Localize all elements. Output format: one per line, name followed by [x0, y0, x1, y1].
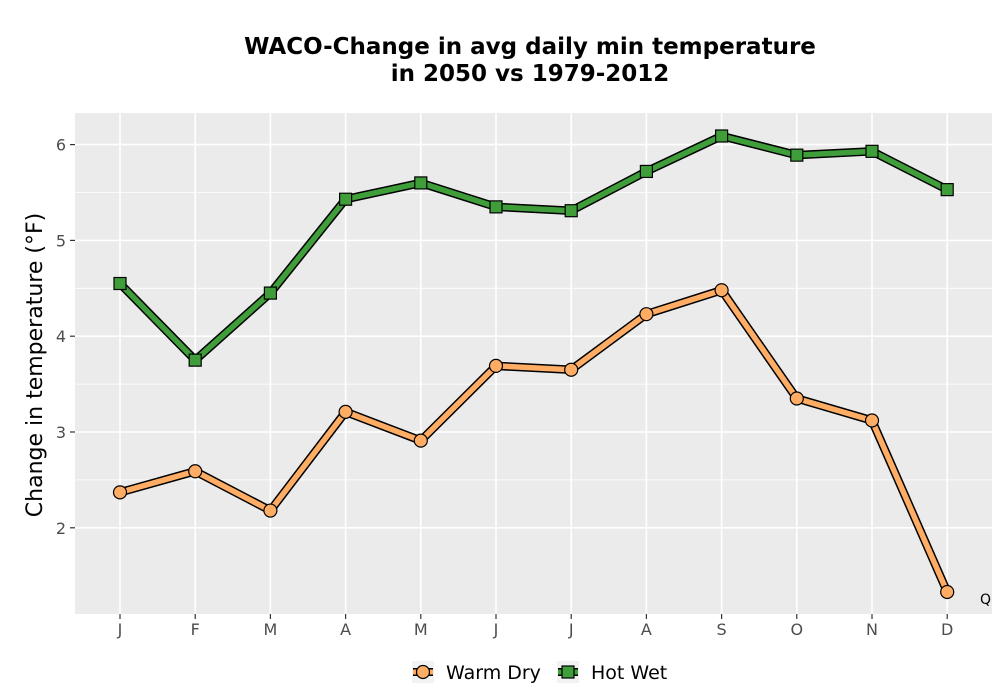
corner-annotation: Q — [980, 592, 991, 608]
x-tick-label: F — [191, 620, 200, 639]
data-point[interactable] — [940, 183, 954, 197]
x-tick-label: M — [263, 620, 277, 639]
legend-key-marker — [561, 665, 575, 679]
y-axis: 2 3 4 5 6 — [56, 136, 75, 538]
x-tick-label: M — [414, 620, 428, 639]
x-tick-label: A — [340, 620, 351, 639]
series-warm-dry — [112, 283, 955, 600]
data-point[interactable] — [865, 144, 879, 158]
x-tick-label: S — [717, 620, 727, 639]
legend-label: Warm Dry — [446, 662, 541, 684]
data-point[interactable] — [864, 413, 880, 428]
chart-title-line-1: WACO-Change in avg daily min temperature — [244, 34, 816, 60]
chart-title-line-2: in 2050 vs 1979-2012 — [391, 61, 670, 87]
series-line — [117, 287, 950, 595]
x-tick-label: A — [641, 620, 652, 639]
data-point[interactable] — [488, 358, 504, 373]
x-tick-label: J — [493, 620, 499, 639]
data-point[interactable] — [263, 503, 278, 518]
y-tick-label: 5 — [56, 231, 66, 250]
data-point[interactable] — [789, 391, 804, 406]
data-point[interactable] — [188, 353, 202, 367]
data-point[interactable] — [564, 204, 578, 218]
data-point[interactable] — [940, 584, 955, 600]
y-tick-label: 4 — [56, 327, 66, 346]
x-tick-label: O — [791, 620, 804, 639]
y-tick-label: 2 — [56, 519, 66, 538]
data-point[interactable] — [338, 404, 353, 419]
series-hot-wet — [113, 129, 954, 367]
x-tick-label: N — [866, 620, 878, 639]
data-point[interactable] — [339, 192, 353, 206]
legend[interactable]: Warm Dry Hot Wet — [412, 661, 667, 684]
data-point[interactable] — [414, 176, 428, 190]
data-point[interactable] — [113, 276, 127, 291]
plot-panel — [75, 113, 992, 614]
y-tick-label: 6 — [56, 136, 66, 155]
x-tick-label: J — [568, 620, 574, 639]
legend-label: Hot Wet — [591, 662, 667, 684]
data-point[interactable] — [263, 286, 277, 300]
x-tick-label: D — [941, 620, 953, 639]
data-point[interactable] — [112, 485, 128, 500]
series-line — [117, 133, 950, 363]
legend-item-warm-dry[interactable]: Warm Dry — [412, 661, 541, 684]
y-tick-label: 3 — [56, 423, 66, 442]
series-layer — [112, 129, 955, 600]
x-tick-label: J — [117, 620, 123, 639]
y-axis-label: Change in temperature (°F) — [23, 213, 48, 517]
data-point[interactable] — [639, 164, 654, 179]
data-point[interactable] — [790, 148, 804, 162]
data-point[interactable] — [188, 464, 203, 479]
data-point[interactable] — [564, 362, 579, 377]
data-point[interactable] — [639, 307, 654, 322]
data-point[interactable] — [413, 433, 428, 448]
legend-key-marker — [415, 664, 431, 680]
data-point[interactable] — [489, 200, 503, 214]
legend-item-hot-wet[interactable]: Hot Wet — [557, 661, 667, 684]
grid-minor — [75, 192, 992, 481]
data-point[interactable] — [714, 283, 729, 298]
data-point[interactable] — [714, 129, 729, 143]
